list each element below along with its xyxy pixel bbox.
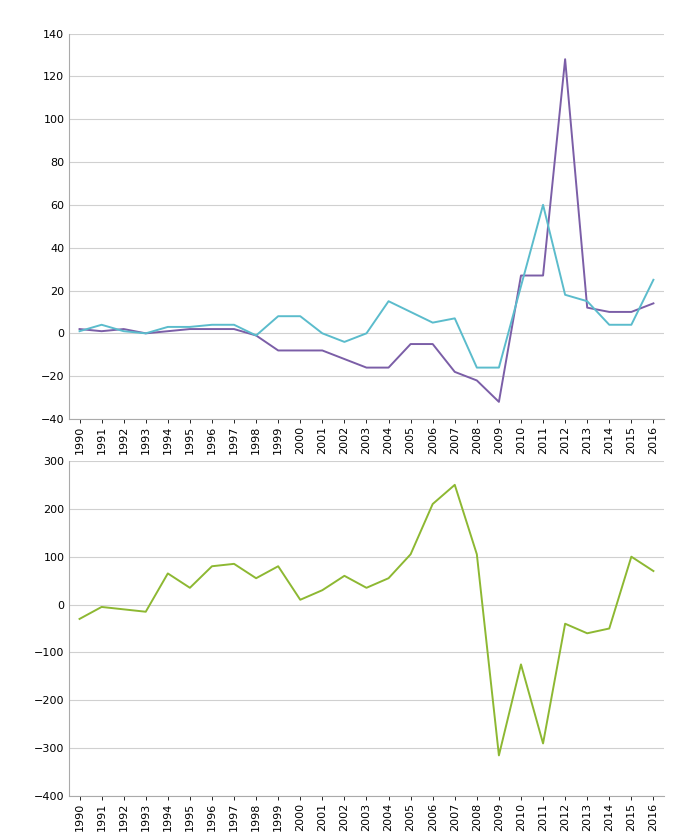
Greece [296,345,304,355]
France [230,559,238,569]
Portugal [120,326,128,336]
France [517,660,525,670]
France [605,623,613,634]
France [142,607,150,617]
Greece [362,363,371,373]
Line: Portugal: Portugal [79,204,653,368]
France [340,571,349,581]
Portugal [230,320,238,330]
Portugal [406,307,414,317]
France [97,602,105,612]
France [384,573,393,583]
France [561,618,569,628]
Greece [142,328,150,339]
Portugal [649,275,658,285]
Line: Greece: Greece [79,59,653,402]
Portugal [164,322,172,332]
Greece [473,375,481,385]
Portugal [75,326,84,336]
Portugal [561,290,569,300]
Portugal [319,328,327,339]
Portugal [583,296,591,306]
France [75,614,84,624]
Portugal [274,311,282,321]
Legend: Greece, Portugal: Greece, Portugal [258,503,475,528]
Portugal [362,328,371,339]
Greece [649,298,658,308]
Portugal [473,363,481,373]
Greece [208,324,216,334]
Greece [627,307,636,317]
Greece [406,339,414,349]
France [120,604,128,614]
France [451,480,459,490]
Portugal [186,322,194,332]
Greece [319,345,327,355]
Greece [75,324,84,334]
Portugal [208,320,216,330]
Greece [252,330,260,340]
Greece [583,303,591,313]
Portugal [384,296,393,306]
Portugal [627,320,636,330]
Greece [561,54,569,65]
Portugal [495,363,503,373]
France [583,628,591,639]
France [319,585,327,595]
France [473,549,481,559]
Greece [517,271,525,281]
France [406,549,414,559]
Greece [429,339,437,349]
France [627,551,636,561]
Portugal [340,337,349,347]
France [296,595,304,605]
Portugal [142,328,150,339]
Greece [340,354,349,364]
Greece [97,326,105,336]
France [186,582,194,592]
Portugal [605,320,613,330]
France [495,750,503,760]
France [164,568,172,578]
Greece [539,271,547,281]
France [208,561,216,572]
Line: France: France [79,485,653,755]
Portugal [539,199,547,210]
France [274,561,282,572]
Greece [384,363,393,373]
France [429,499,437,509]
Portugal [517,282,525,292]
Portugal [429,318,437,328]
Greece [230,324,238,334]
Greece [186,324,194,334]
Portugal [451,313,459,323]
Greece [164,326,172,336]
Portugal [252,330,260,340]
France [362,582,371,592]
Greece [120,324,128,334]
France [539,738,547,748]
Portugal [296,311,304,321]
Greece [451,367,459,377]
France [649,566,658,576]
Portugal [97,320,105,330]
Greece [495,397,503,407]
Greece [605,307,613,317]
Greece [274,345,282,355]
France [252,573,260,583]
